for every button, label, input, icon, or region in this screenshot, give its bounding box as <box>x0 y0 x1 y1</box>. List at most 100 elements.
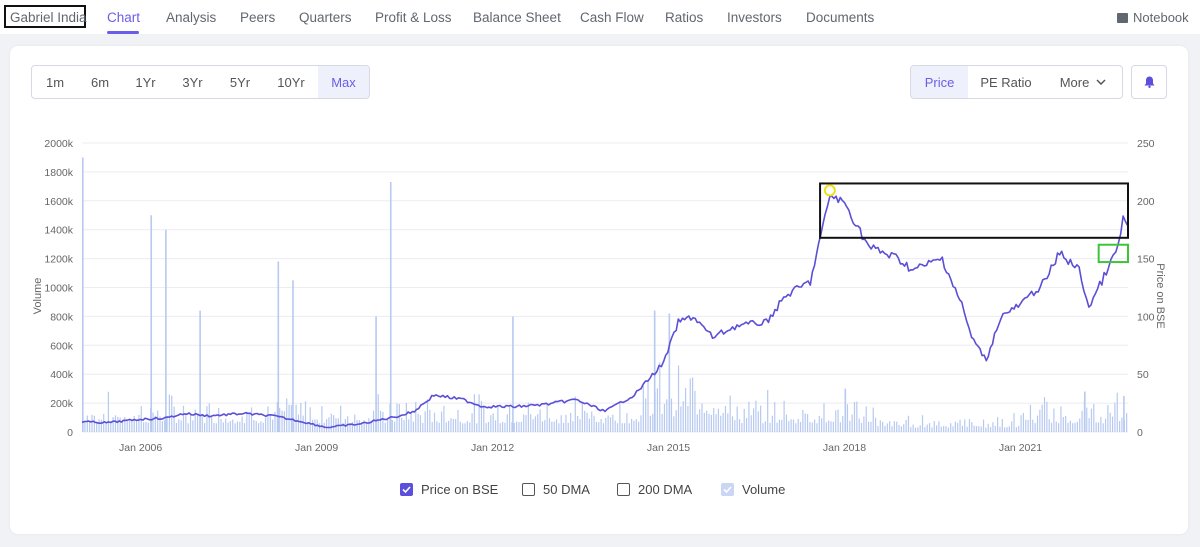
volume-bar <box>806 414 809 432</box>
legend-volume[interactable]: Volume <box>721 482 785 497</box>
volume-bar <box>250 407 253 432</box>
company-name[interactable]: Gabriel India <box>10 10 87 25</box>
legend-200-dma[interactable]: 200 DMA <box>617 482 692 497</box>
notebook-link[interactable]: Notebook <box>1117 10 1189 25</box>
volume-bar <box>440 411 443 432</box>
range-6m[interactable]: 6m <box>90 74 110 90</box>
volume-bar <box>661 413 663 432</box>
tab-investors[interactable]: Investors <box>727 10 782 25</box>
volume-bar <box>875 417 877 432</box>
volume-bar <box>431 422 433 432</box>
y-tick-label-left: 1800k <box>44 167 73 179</box>
alert-button[interactable] <box>1131 65 1167 99</box>
checkbox-icon[interactable] <box>721 483 734 496</box>
range-1m[interactable]: 1m <box>45 74 65 90</box>
volume-bar <box>283 411 285 432</box>
range-max[interactable]: Max <box>318 66 369 98</box>
volume-bar <box>426 399 429 432</box>
metric-price[interactable]: Price <box>911 66 968 98</box>
volume-bar <box>286 398 288 432</box>
volume-bar <box>354 414 356 432</box>
y-tick-label-left: 1200k <box>44 254 73 266</box>
tab-analysis[interactable]: Analysis <box>166 10 217 25</box>
tab-ratios[interactable]: Ratios <box>665 10 704 25</box>
tab-profit-loss[interactable]: Profit & Loss <box>375 10 452 25</box>
volume-bar <box>821 418 823 432</box>
volume-bar <box>455 419 457 432</box>
volume-bar <box>520 421 522 432</box>
volume-bar <box>1081 410 1083 432</box>
tab-documents[interactable]: Documents <box>806 10 875 25</box>
y-tick-label-left: 200k <box>50 398 74 410</box>
volume-bar <box>1069 420 1071 432</box>
volume-bar <box>1053 408 1055 432</box>
volume-bar <box>422 422 424 432</box>
volume-bar <box>910 427 912 432</box>
metric-pe-ratio[interactable]: PE Ratio <box>980 74 1032 90</box>
volume-bar <box>368 418 370 432</box>
volume-bar <box>175 422 178 432</box>
tab-peers[interactable]: Peers <box>240 10 276 25</box>
volume-bar <box>145 421 147 432</box>
x-tick-label: Jan 2018 <box>823 442 866 454</box>
chevron-down-icon <box>1096 79 1106 85</box>
legend-price-on-bse[interactable]: Price on BSE <box>400 482 498 497</box>
volume-bar <box>213 423 215 432</box>
checkbox-icon[interactable] <box>400 483 413 496</box>
metric-selector: Price PE Ratio More <box>910 65 1123 99</box>
volume-bar <box>1102 423 1104 432</box>
volume-bar <box>450 418 452 432</box>
volume-bar <box>731 416 734 432</box>
volume-bar <box>448 420 450 432</box>
volume-bar <box>553 421 555 432</box>
volume-bar <box>633 420 635 432</box>
tab-chart[interactable]: Chart <box>107 10 141 25</box>
volume-bar <box>867 421 870 432</box>
tab-balance-sheet[interactable]: Balance Sheet <box>473 10 561 25</box>
volume-bar <box>232 419 234 432</box>
volume-bar <box>692 377 694 432</box>
y-tick-label-left: 0 <box>67 427 73 439</box>
volume-bar <box>267 406 269 432</box>
volume-bar <box>490 415 492 432</box>
range-10yr[interactable]: 10Yr <box>277 74 305 90</box>
volume-bar <box>762 423 764 432</box>
volume-bar <box>548 418 551 432</box>
tab-quarters[interactable]: Quarters <box>299 10 352 25</box>
legend-label: Volume <box>742 482 786 497</box>
checkbox-icon[interactable] <box>617 483 630 496</box>
volume-bar <box>781 419 783 432</box>
volume-bar <box>1034 423 1036 432</box>
volume-bar <box>544 420 546 432</box>
volume-bar <box>96 421 98 432</box>
volume-bar <box>105 423 107 432</box>
volume-bar <box>609 417 612 432</box>
volume-bar <box>649 415 651 432</box>
volume-bar <box>147 422 149 432</box>
legend-50-dma[interactable]: 50 DMA <box>522 482 590 497</box>
volume-bar <box>1020 415 1022 432</box>
range-selector: 1m 6m 1Yr 3Yr 5Yr 10Yr Max <box>31 65 370 99</box>
volume-bar <box>621 423 623 432</box>
checkbox-icon[interactable] <box>522 483 535 496</box>
volume-bar <box>471 413 473 432</box>
volume-bar <box>509 406 511 432</box>
volume-bar <box>178 419 180 432</box>
volume-bar <box>438 422 440 432</box>
volume-bar <box>464 423 466 432</box>
volume-bar <box>612 414 614 432</box>
volume-bar <box>722 412 724 432</box>
volume-bar <box>311 419 314 432</box>
tab-cash-flow[interactable]: Cash Flow <box>580 10 644 25</box>
volume-bar <box>882 421 884 432</box>
volume-bar <box>358 420 361 432</box>
volume-bar <box>389 182 392 432</box>
volume-bar <box>924 427 926 432</box>
volume-bar <box>297 414 300 432</box>
range-3yr[interactable]: 3Yr <box>182 74 203 90</box>
range-1yr[interactable]: 1Yr <box>135 74 156 90</box>
range-5yr[interactable]: 5Yr <box>229 74 251 90</box>
volume-bar <box>891 426 893 432</box>
volume-bar <box>211 416 213 432</box>
metric-more[interactable]: More <box>1044 66 1122 98</box>
